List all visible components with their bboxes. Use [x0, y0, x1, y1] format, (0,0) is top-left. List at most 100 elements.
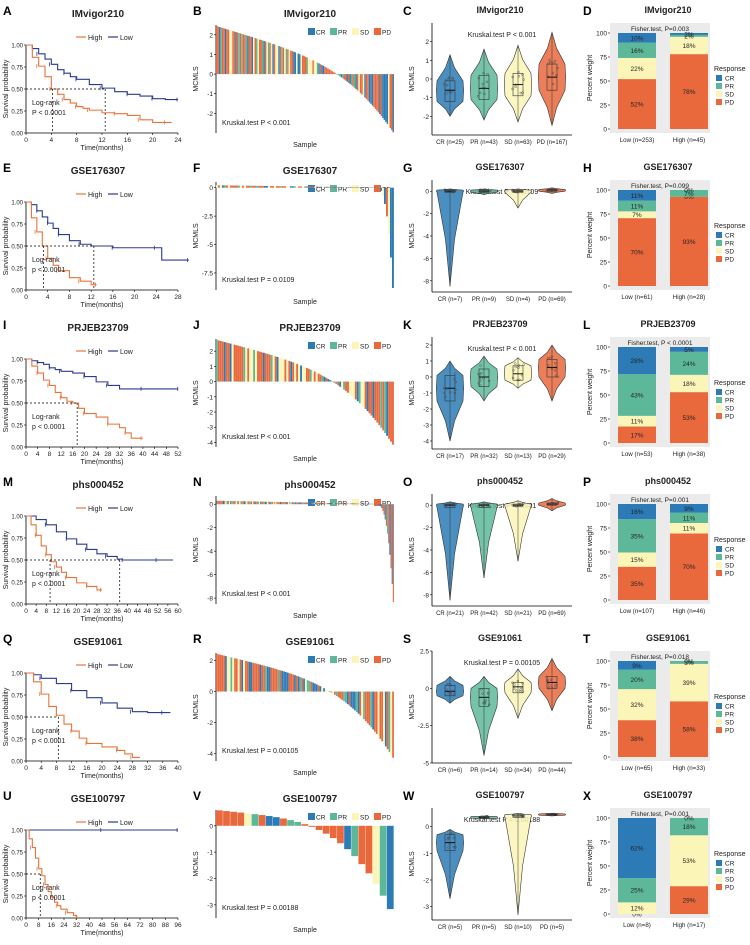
stack-segment-cr [618, 504, 656, 520]
legend-swatch-PD [374, 28, 381, 35]
violin-x-label: PD (n=167) [537, 140, 568, 146]
bar-mark [301, 824, 309, 826]
bar-x-label: Sample [293, 770, 317, 777]
km-x-tick-label: 24 [83, 608, 91, 615]
stack-segment-pr [670, 351, 708, 375]
bar-mark [254, 185, 256, 188]
bar-mark [361, 74, 363, 95]
bar-mark [324, 66, 326, 75]
legend-label-PD: PD [382, 344, 391, 351]
bar-mark [382, 504, 384, 511]
km-y-tick-label: 1.00 [11, 515, 23, 521]
bar-mark [264, 41, 267, 75]
violin-group [504, 44, 532, 123]
bar-mark [257, 501, 259, 505]
km-y-tick-label: 0.25 [11, 110, 23, 116]
bar-mark [341, 381, 344, 389]
bar-mark [217, 500, 219, 505]
bar-mark [386, 74, 388, 124]
legend-swatch-CR [308, 813, 315, 820]
stack-segment-label: 24% [682, 361, 695, 368]
bar-mark [392, 691, 394, 758]
bar-mark [247, 348, 250, 382]
bar-mark [260, 39, 262, 75]
violin-group [470, 675, 498, 756]
violin-point [451, 689, 454, 692]
bar-mark [275, 501, 277, 505]
violin-y-tick-label: -2 [423, 525, 429, 532]
bar-mark [221, 27, 224, 75]
bar-mark [344, 187, 346, 188]
bar-mark [368, 691, 371, 726]
stack-bar: 78%18%2%2% [670, 31, 708, 130]
bar-y-tick-label: 0 [209, 379, 213, 386]
bar-y-tick-label: -2 [207, 720, 213, 727]
bar-mark [338, 503, 340, 505]
bar-mark [228, 500, 230, 505]
bar-y-tick-label: 0 [209, 689, 213, 696]
bar-mark [248, 36, 251, 75]
km-legend: High Low [76, 663, 134, 670]
bar-mark [336, 186, 338, 188]
stack-segment-label: 28% [630, 358, 643, 365]
bar-x-label: Sample [293, 456, 317, 463]
bar-mark [238, 185, 240, 188]
bar-mark [315, 61, 317, 75]
bar-mark [272, 668, 275, 692]
violin-point [520, 373, 524, 377]
legend-low-label: Low [120, 35, 134, 42]
violin-point [513, 683, 516, 686]
stack-segment-pd [618, 79, 656, 129]
bar-mark [325, 502, 327, 505]
stack-segment-pr [670, 34, 708, 37]
bar-mark [299, 54, 301, 75]
bar-mark [244, 185, 246, 188]
stack-title: GSE91061 [646, 633, 690, 643]
bar-mark [237, 345, 240, 382]
km-x-tick-label: 40 [174, 765, 182, 772]
km-y-tick-label: 0.25 [11, 424, 23, 430]
violin-point [547, 75, 550, 79]
violin-point [556, 375, 560, 379]
legend-label-PR: PR [338, 344, 347, 351]
km-x-tick-label: 40 [86, 922, 94, 929]
bar-mark [343, 74, 345, 80]
bar-mark [242, 34, 245, 75]
legend-low-label: Low [120, 506, 134, 513]
bar-mark [224, 185, 226, 188]
bar-mark [316, 186, 318, 188]
bar-mark [269, 501, 271, 505]
violin-y-tick-label: 2.5 [420, 649, 429, 656]
violin-x-label: SD (n=63) [504, 140, 532, 146]
bar-mark [346, 187, 348, 188]
bar-mark [296, 186, 298, 188]
panel-letter: K [403, 318, 412, 332]
bar-mark [282, 186, 284, 188]
violin-x-label: PR (n=42) [470, 611, 498, 617]
bar-mark [361, 503, 363, 505]
legend-label-CR: CR [316, 658, 326, 665]
bar-y-tick-label: -2 [207, 111, 213, 118]
bar-mark [388, 187, 390, 234]
bar-mark [330, 691, 333, 693]
km-x-tick-label: 32 [73, 922, 81, 929]
km-x-tick-label: 44 [151, 451, 159, 458]
km-x-tick-label: 8 [44, 608, 48, 615]
bar-mark [296, 502, 298, 505]
bar-mark [383, 74, 386, 120]
stack-y-tick-label: 50 [600, 236, 608, 243]
bar-mark [337, 825, 344, 844]
panel-letter: U [3, 789, 12, 803]
violin-box [478, 74, 490, 100]
violin-y-tick-label: 0 [425, 77, 429, 84]
bar-mark [296, 363, 299, 382]
violin-point [481, 504, 485, 508]
violin-point [452, 377, 456, 381]
stack-fisher-annotation: Fisher.test, P=0.003 [631, 26, 689, 33]
km-y-tick-label: 0.75 [11, 694, 23, 700]
bar-mark [288, 360, 291, 382]
bar-y-label: MCMLS [193, 66, 200, 92]
bar-mark [353, 503, 355, 505]
bar-mark [363, 691, 365, 720]
response-legend-swatch-CR [716, 546, 722, 552]
